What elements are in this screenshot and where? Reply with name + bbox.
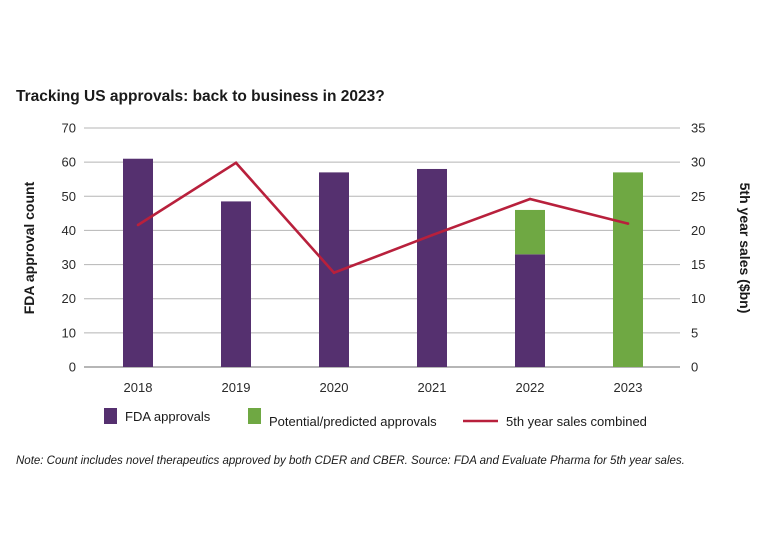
sales-point-2023 bbox=[626, 222, 630, 225]
bar-potential-approvals-2023 bbox=[613, 172, 643, 367]
right-tick-label: 5 bbox=[691, 325, 698, 340]
right-tick-label: 15 bbox=[691, 257, 705, 272]
left-tick-label: 70 bbox=[62, 121, 76, 136]
right-tick-label: 30 bbox=[691, 155, 705, 170]
y2-axis-label: 5th year sales ($bn) bbox=[737, 183, 753, 314]
legend-label-potential-approvals: Potential/predicted approvals bbox=[269, 414, 437, 429]
left-tick-label: 50 bbox=[62, 189, 76, 204]
sales-line-path bbox=[137, 161, 629, 275]
right-tick-label: 10 bbox=[691, 291, 705, 306]
right-tick-label: 0 bbox=[691, 360, 698, 375]
x-tick-label: 2023 bbox=[614, 380, 643, 395]
sales-line bbox=[136, 161, 630, 275]
right-tick-label: 25 bbox=[691, 189, 705, 204]
chart-title: Tracking US approvals: back to business … bbox=[16, 88, 385, 105]
x-axis-ticks: 2018 2019 2020 2021 2022 2023 bbox=[124, 380, 643, 395]
x-tick-label: 2018 bbox=[124, 380, 153, 395]
bar-fda-approvals-2019 bbox=[221, 201, 251, 367]
legend-label-sales-line: 5th year sales combined bbox=[506, 414, 647, 429]
x-tick-label: 2019 bbox=[222, 380, 251, 395]
left-tick-label: 20 bbox=[62, 291, 76, 306]
x-tick-label: 2020 bbox=[320, 380, 349, 395]
chart-note: Note: Count includes novel therapeutics … bbox=[16, 455, 685, 467]
sales-point-2020 bbox=[332, 271, 336, 275]
left-tick-label: 40 bbox=[62, 223, 76, 238]
right-axis-ticks: 35 30 25 20 15 10 5 0 bbox=[691, 121, 705, 375]
x-tick-label: 2021 bbox=[418, 380, 447, 395]
sales-point-2022 bbox=[528, 197, 532, 201]
legend: FDA approvals Potential/predicted approv… bbox=[104, 408, 647, 429]
sales-point-2018 bbox=[136, 223, 140, 227]
legend-swatch-potential-approvals bbox=[248, 408, 261, 424]
gridlines bbox=[84, 127, 680, 368]
y-axis-label: FDA approval count bbox=[21, 181, 37, 314]
bar-potential-approvals-2022 bbox=[515, 209, 545, 255]
right-tick-label: 20 bbox=[691, 223, 705, 238]
left-axis-ticks: 70 60 50 40 30 20 10 0 bbox=[62, 121, 76, 375]
left-tick-label: 0 bbox=[69, 360, 76, 375]
sales-point-2021 bbox=[430, 233, 434, 237]
right-tick-label: 35 bbox=[691, 121, 705, 136]
left-tick-label: 60 bbox=[62, 155, 76, 170]
left-tick-label: 10 bbox=[62, 325, 76, 340]
bar-fda-approvals-2021 bbox=[417, 168, 447, 367]
x-tick-label: 2022 bbox=[516, 380, 545, 395]
legend-label-fda-approvals: FDA approvals bbox=[125, 409, 211, 424]
bars bbox=[123, 158, 643, 367]
legend-swatch-fda-approvals bbox=[104, 408, 117, 424]
sales-point-2019 bbox=[234, 161, 238, 165]
bar-fda-approvals-2018 bbox=[123, 158, 153, 367]
left-tick-label: 30 bbox=[62, 257, 76, 272]
bar-fda-approvals-2022 bbox=[515, 254, 545, 367]
